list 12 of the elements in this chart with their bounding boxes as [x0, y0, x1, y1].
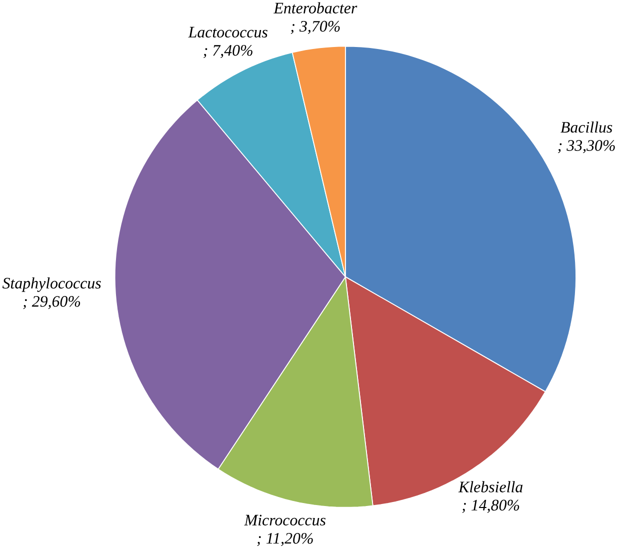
slice-label: Staphylococcus: [2, 277, 101, 292]
data-label: ; 3,70%: [290, 20, 340, 34]
slice-label: Klebsiella: [458, 481, 523, 492]
slice-label: Enterobacter: [274, 2, 358, 14]
data-label: ; 11,20%: [257, 532, 313, 546]
slice-label: Lactococcus: [188, 26, 268, 38]
slice-label: Micrococcus: [244, 514, 326, 526]
data-label: ; 7,40%: [204, 44, 252, 58]
slice-label: Bacillus: [560, 121, 612, 133]
data-label: ; 29,60%: [23, 296, 80, 309]
data-label: ; 14,80%: [462, 500, 520, 513]
data-label: ; 33,30%: [558, 140, 615, 154]
